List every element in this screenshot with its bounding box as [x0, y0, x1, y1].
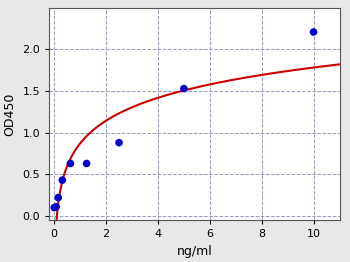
- Point: [311, 30, 316, 34]
- Y-axis label: OD450: OD450: [4, 92, 17, 136]
- Point: [60, 178, 65, 182]
- Point: [68, 161, 73, 166]
- Point: [55, 195, 61, 200]
- X-axis label: ng/ml: ng/ml: [176, 245, 212, 258]
- Point: [116, 141, 122, 145]
- Point: [54, 205, 59, 209]
- Point: [51, 205, 57, 210]
- Point: [181, 86, 187, 91]
- Point: [84, 161, 89, 166]
